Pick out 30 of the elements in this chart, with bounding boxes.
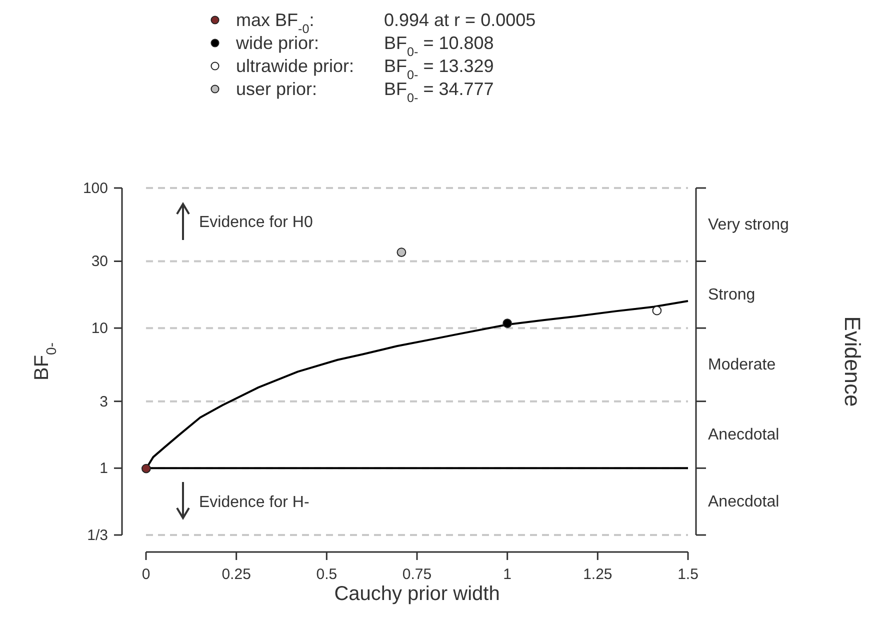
- y-tick-label: 1: [100, 460, 108, 478]
- x-tick-label: 0: [142, 566, 150, 583]
- y-tick-label: 100: [82, 180, 108, 197]
- legend-label: wide prior:: [235, 33, 320, 53]
- legend-label: max BF$_{-0}$:: [236, 10, 314, 36]
- y-tick-label: 3: [100, 393, 108, 410]
- text: Anecdotal: [708, 494, 780, 511]
- text: Moderate: [708, 356, 776, 374]
- text: Anecdotal: [708, 426, 780, 444]
- x-tick-label: 1.25: [583, 566, 612, 583]
- y-tick-label: 10: [91, 320, 108, 338]
- x-axis-title: Cauchy prior width: [334, 583, 500, 605]
- annotation: Evidence for H-: [199, 494, 310, 511]
- annotation: Evidence for H0: [199, 214, 313, 231]
- text: Evidence: [840, 316, 865, 407]
- y-tick-label: 1/3: [87, 527, 108, 544]
- x-tick-label: 1.5: [678, 566, 698, 583]
- text: Strong: [708, 286, 756, 304]
- x-tick-label: 0.5: [316, 566, 338, 583]
- text: BF$_{0-}$ = 13.329: [384, 56, 494, 82]
- text: 0.994 at r = 0.0005: [384, 10, 536, 30]
- legend-label: ultrawide prior:: [236, 56, 354, 76]
- x-tick-label: 0.75: [402, 566, 432, 583]
- text: BF$_{0-}$ = 34.777: [384, 79, 494, 105]
- text: BF$_{0-}$ = 10.808: [384, 33, 494, 59]
- x-tick-label: 0.25: [222, 566, 251, 583]
- text: Very strong: [708, 216, 789, 234]
- legend-label: user prior:: [236, 79, 318, 99]
- y-tick-label: 30: [91, 253, 108, 270]
- x-tick-label: 1: [503, 566, 512, 583]
